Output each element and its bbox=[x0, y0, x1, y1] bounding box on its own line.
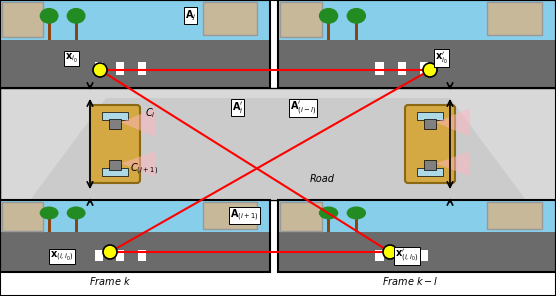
Bar bbox=[278, 200, 556, 272]
Bar bbox=[102, 112, 128, 120]
Text: $C_{(i+1)}$: $C_{(i+1)}$ bbox=[130, 162, 158, 177]
Ellipse shape bbox=[319, 207, 338, 219]
Bar bbox=[0, 40, 270, 88]
Polygon shape bbox=[121, 151, 155, 176]
Bar bbox=[327, 214, 330, 232]
Ellipse shape bbox=[346, 207, 366, 219]
Bar bbox=[278, 232, 556, 272]
Text: $\mathbf{A}_j$: $\mathbf{A}_j$ bbox=[185, 8, 196, 23]
Bar bbox=[0, 200, 270, 232]
Polygon shape bbox=[436, 108, 470, 137]
Bar bbox=[2, 2, 42, 37]
FancyBboxPatch shape bbox=[90, 105, 140, 183]
Bar bbox=[0, 0, 270, 40]
Bar bbox=[75, 214, 78, 232]
Text: Frame $k-l$: Frame $k-l$ bbox=[382, 275, 438, 287]
Circle shape bbox=[103, 245, 117, 259]
Bar bbox=[202, 2, 256, 36]
Bar bbox=[424, 160, 436, 170]
Bar bbox=[486, 202, 542, 229]
Circle shape bbox=[383, 245, 397, 259]
Text: Frame $k$: Frame $k$ bbox=[89, 275, 131, 287]
Bar bbox=[109, 119, 121, 129]
Bar bbox=[327, 17, 330, 40]
Bar bbox=[420, 250, 428, 261]
Bar bbox=[0, 88, 556, 200]
Bar bbox=[278, 0, 556, 88]
Polygon shape bbox=[121, 108, 155, 137]
Bar bbox=[278, 200, 556, 232]
Bar bbox=[278, 40, 556, 88]
Ellipse shape bbox=[39, 8, 58, 24]
Text: Road: Road bbox=[310, 174, 335, 184]
Text: $\mathbf{A}^{\prime}_i$: $\mathbf{A}^{\prime}_i$ bbox=[232, 100, 244, 115]
Bar bbox=[95, 250, 103, 261]
Bar bbox=[417, 112, 443, 120]
Bar bbox=[280, 2, 322, 37]
Bar bbox=[420, 62, 428, 75]
Bar bbox=[355, 17, 358, 40]
Bar bbox=[0, 200, 270, 272]
Bar bbox=[398, 250, 406, 261]
FancyBboxPatch shape bbox=[405, 105, 455, 183]
Bar bbox=[95, 62, 103, 75]
Ellipse shape bbox=[67, 8, 86, 24]
Text: $\mathbf{x}^{\prime}_{(i,i_0)}$: $\mathbf{x}^{\prime}_{(i,i_0)}$ bbox=[395, 248, 419, 265]
Text: $\mathbf{A}_{(i+1)}$: $\mathbf{A}_{(i+1)}$ bbox=[230, 208, 259, 223]
Ellipse shape bbox=[39, 207, 58, 219]
Text: $C_i$: $C_i$ bbox=[145, 106, 156, 120]
Text: $\mathbf{A}^{\prime}_{(i-l)}$: $\mathbf{A}^{\prime}_{(i-l)}$ bbox=[290, 100, 316, 117]
Ellipse shape bbox=[346, 8, 366, 24]
Bar bbox=[280, 202, 322, 231]
Bar bbox=[202, 202, 256, 229]
Bar bbox=[75, 17, 78, 40]
Polygon shape bbox=[30, 98, 526, 200]
Ellipse shape bbox=[319, 8, 338, 24]
Bar bbox=[138, 62, 146, 75]
Bar bbox=[355, 214, 358, 232]
Bar bbox=[0, 232, 270, 272]
Ellipse shape bbox=[67, 207, 86, 219]
Polygon shape bbox=[436, 151, 470, 176]
Bar bbox=[486, 2, 542, 36]
Circle shape bbox=[423, 63, 437, 77]
Bar bbox=[278, 0, 556, 40]
Bar bbox=[102, 168, 128, 176]
Bar bbox=[48, 214, 51, 232]
Circle shape bbox=[93, 63, 107, 77]
Text: $\mathbf{x}_{(i,i_0)}$: $\mathbf{x}_{(i,i_0)}$ bbox=[50, 250, 73, 263]
Bar bbox=[375, 250, 384, 261]
Bar bbox=[398, 62, 406, 75]
Bar bbox=[0, 0, 270, 88]
Bar bbox=[424, 119, 436, 129]
Bar bbox=[109, 160, 121, 170]
Text: $\mathbf{x}_{i_0}$: $\mathbf{x}_{i_0}$ bbox=[65, 52, 78, 65]
Bar bbox=[375, 62, 384, 75]
Bar bbox=[116, 250, 124, 261]
Bar bbox=[138, 250, 146, 261]
Bar bbox=[116, 62, 124, 75]
Bar bbox=[417, 168, 443, 176]
Bar bbox=[2, 202, 42, 231]
Bar bbox=[48, 17, 51, 40]
Text: $\mathbf{x}^{\prime}_{i_0}$: $\mathbf{x}^{\prime}_{i_0}$ bbox=[435, 50, 448, 66]
